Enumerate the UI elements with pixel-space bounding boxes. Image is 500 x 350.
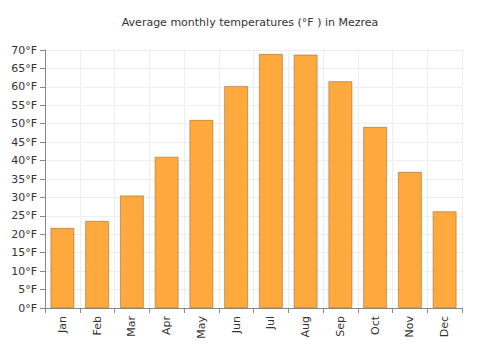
svg-text:Jun: Jun bbox=[230, 316, 243, 334]
svg-text:70°F: 70°F bbox=[11, 44, 37, 57]
svg-text:5°F: 5°F bbox=[18, 283, 37, 296]
svg-text:May: May bbox=[195, 316, 208, 339]
svg-text:Oct: Oct bbox=[369, 315, 382, 335]
svg-text:Sep: Sep bbox=[334, 316, 347, 337]
svg-text:Dec: Dec bbox=[438, 316, 451, 337]
svg-text:60°F: 60°F bbox=[11, 80, 37, 93]
svg-text:45°F: 45°F bbox=[11, 136, 37, 149]
svg-text:Mar: Mar bbox=[125, 316, 138, 337]
svg-text:30°F: 30°F bbox=[11, 191, 37, 204]
svg-text:40°F: 40°F bbox=[11, 154, 37, 167]
svg-text:65°F: 65°F bbox=[11, 62, 37, 75]
svg-text:Jan: Jan bbox=[56, 316, 69, 334]
svg-text:10°F: 10°F bbox=[11, 265, 37, 278]
svg-text:50°F: 50°F bbox=[11, 117, 37, 130]
svg-text:Nov: Nov bbox=[403, 316, 416, 338]
svg-text:Aug: Aug bbox=[299, 316, 312, 337]
svg-text:Average monthly temperatures (: Average monthly temperatures (°F ) in Me… bbox=[122, 16, 379, 29]
svg-text:20°F: 20°F bbox=[11, 228, 37, 241]
svg-text:Jul: Jul bbox=[264, 316, 277, 330]
svg-text:55°F: 55°F bbox=[11, 99, 37, 112]
svg-text:25°F: 25°F bbox=[11, 209, 37, 222]
svg-text:Apr: Apr bbox=[160, 316, 173, 336]
svg-text:15°F: 15°F bbox=[11, 246, 37, 259]
svg-text:0°F: 0°F bbox=[18, 302, 37, 315]
svg-text:Feb: Feb bbox=[91, 316, 104, 335]
svg-text:35°F: 35°F bbox=[11, 173, 37, 186]
